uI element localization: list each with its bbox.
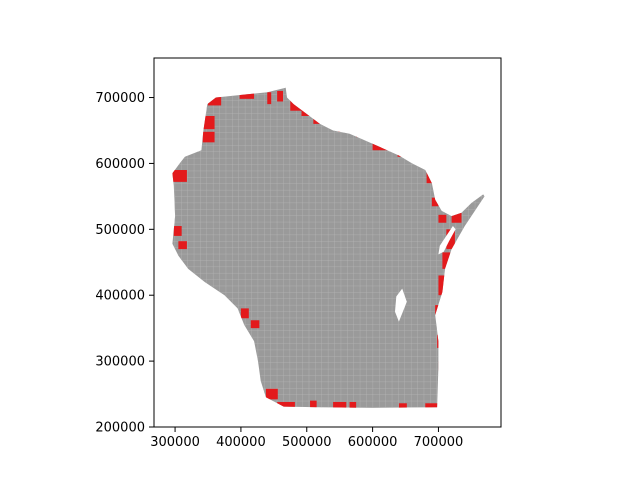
highlight-region (435, 305, 443, 315)
highlight-region (349, 401, 357, 408)
y-tick-label: 500000 (95, 223, 145, 238)
y-tick-label: 400000 (95, 289, 145, 304)
highlight-region (239, 92, 255, 99)
highlight-region (173, 226, 182, 236)
highlight-region (333, 401, 347, 408)
highlight-region (265, 388, 278, 400)
axes-frame (153, 57, 502, 428)
highlight-region (338, 126, 352, 132)
highlight-region (207, 96, 222, 106)
highlight-region (446, 229, 455, 250)
highlight-region (202, 131, 215, 143)
y-axis: 200000 300000 400000 500000 600000 700000 (95, 91, 154, 436)
map-layer (172, 87, 485, 408)
y-tick-label: 300000 (95, 355, 145, 370)
x-axis: 300000 400000 500000 600000 700000 (150, 427, 463, 450)
highlight-region (287, 401, 295, 408)
highlight-region (250, 320, 260, 329)
highlight-region (442, 252, 451, 269)
y-tick-label: 600000 (95, 157, 145, 172)
x-tick-label: 600000 (348, 435, 398, 450)
highlight-region (431, 197, 439, 207)
highlight-region (172, 170, 187, 182)
highlight-region (372, 140, 390, 151)
x-tick-label: 500000 (282, 435, 332, 450)
highlight-region (313, 118, 327, 124)
x-tick-label: 700000 (414, 435, 464, 450)
highlight-region (267, 92, 272, 105)
highlight-region (426, 171, 436, 184)
highlight-region (397, 151, 409, 157)
highlight-region (310, 400, 317, 408)
highlight-region (438, 214, 447, 223)
x-tick-label: 300000 (150, 435, 200, 450)
highlight-region (290, 97, 302, 111)
highlight-region (277, 401, 288, 408)
highlight-region (277, 90, 284, 102)
highlight-region (301, 107, 311, 116)
highlight-region (356, 130, 367, 138)
y-tick-label: 700000 (95, 91, 145, 106)
highlight-region (451, 212, 462, 223)
highlight-region (425, 403, 439, 408)
green-bay-water (438, 226, 456, 255)
highlight-region (438, 275, 447, 296)
highlight-region (178, 241, 187, 250)
lake-winnebago (395, 288, 407, 322)
x-tick-label: 400000 (216, 435, 266, 450)
y-tick-label: 200000 (95, 421, 145, 436)
highlight-region (437, 334, 442, 348)
highlight-region (202, 115, 215, 130)
highlight-region (240, 308, 249, 319)
highlight-region (398, 403, 407, 408)
highlight-region (438, 361, 446, 371)
